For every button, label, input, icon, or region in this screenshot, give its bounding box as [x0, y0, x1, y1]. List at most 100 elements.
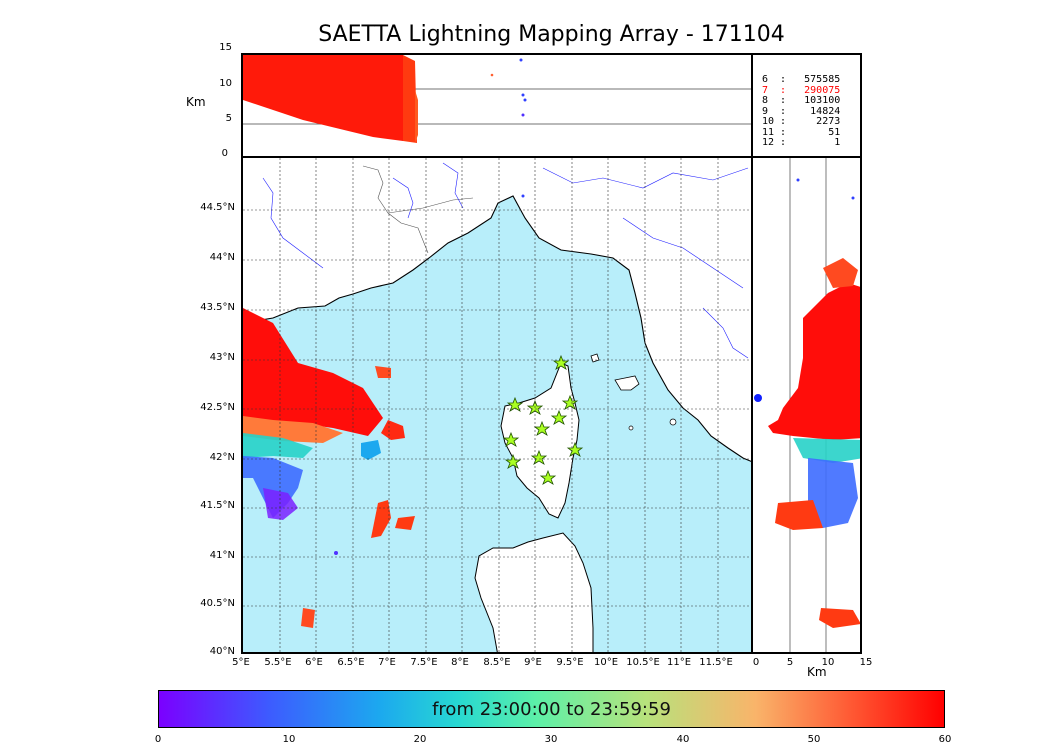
storm-altitude-tail	[415, 90, 418, 143]
station-marker	[539, 469, 557, 485]
top-ytick-5: 5	[225, 113, 232, 124]
right-xtick-5: 5	[786, 657, 794, 668]
top-ytick-15: 15	[219, 42, 232, 53]
station-marker	[502, 431, 520, 447]
river	[622, 217, 744, 289]
lon-tick-11: 11°E	[666, 657, 692, 668]
station-stats: 6 : 575585 7 : 290075 8 : 103100 9 : 148…	[762, 74, 842, 149]
lat-tick-41-5: 41.5°N	[200, 500, 235, 511]
lat-tick-43: 43°N	[209, 352, 235, 363]
station-marker	[552, 354, 570, 370]
lon-tick-6-5: 6.5°E	[337, 657, 365, 668]
cbar-tick-50: 50	[807, 734, 821, 745]
right-xtick-15: 15	[859, 657, 873, 668]
stat-row-10: 10 : 2273	[762, 116, 841, 127]
cbar-tick-60: 60	[938, 734, 952, 745]
station-markers	[502, 354, 584, 485]
lon-tick-10: 10°E	[593, 657, 619, 668]
right-xtick-10: 10	[821, 657, 835, 668]
lightning-point	[521, 194, 525, 198]
lightning-cluster-blue	[361, 440, 381, 460]
map-panel	[241, 156, 753, 654]
lightning-cluster-far-south	[301, 608, 315, 628]
montecristo-island	[628, 425, 634, 431]
lon-tick-8-5: 8.5°E	[483, 657, 511, 668]
cbar-tick-20: 20	[413, 734, 427, 745]
lon-tick-7-5: 7.5°E	[410, 657, 438, 668]
map-grid	[243, 158, 751, 652]
altitude-point	[754, 394, 762, 402]
stat-row-11: 11 : 51	[762, 126, 841, 138]
stat-row-7: 7 : 290075	[762, 84, 841, 96]
storm-altitude-profile	[768, 283, 860, 440]
stat-row-9: 9 : 14824	[762, 105, 841, 117]
right-xtick-0: 0	[752, 657, 760, 668]
cbar-tick-10: 10	[282, 734, 296, 745]
lightning-cluster-west-violet	[263, 488, 298, 520]
lon-tick-11-5: 11.5°E	[699, 657, 733, 668]
stat-row-6: 6 : 575585	[762, 74, 841, 85]
colorbar-time-range: from 23:00:00 to 23:59:59	[432, 699, 671, 720]
altitude-point	[490, 73, 494, 77]
sardinia	[474, 532, 594, 652]
river	[392, 177, 414, 219]
stat-row-12: 12 : 1	[762, 137, 841, 148]
right-panel-xlabel: Km	[807, 665, 827, 679]
latitude-altitude-plot	[754, 158, 860, 652]
station-marker	[550, 409, 568, 425]
altitude-longitude-panel	[241, 53, 753, 158]
lon-tick-8: 8°E	[451, 657, 469, 668]
lightning-cluster-west-cyan	[243, 433, 313, 458]
station-marker	[561, 394, 579, 410]
lat-tick-44: 44°N	[209, 252, 235, 263]
mainland-coastline	[243, 195, 751, 462]
lat-tick-40-5: 40.5°N	[200, 598, 235, 609]
lon-tick-7: 7°E	[378, 657, 396, 668]
lightning-cluster-south	[371, 500, 391, 538]
cbar-tick-40: 40	[676, 734, 690, 745]
lat-tick-43-5: 43.5°N	[200, 302, 235, 313]
top-ytick-0: 0	[221, 148, 228, 159]
elba-island	[614, 375, 640, 391]
station-marker	[504, 453, 522, 469]
cbar-tick-0: 0	[154, 734, 162, 745]
lon-tick-9-5: 9.5°E	[556, 657, 584, 668]
station-stats-panel	[751, 53, 862, 158]
lat-tick-40: 40°N	[209, 646, 235, 657]
lon-tick-5: 5°E	[232, 657, 250, 668]
storm-altitude-profile-low	[775, 500, 823, 530]
country-border	[362, 165, 429, 254]
lat-tick-42-5: 42.5°N	[200, 402, 235, 413]
top-panel-ylabel: Km	[186, 95, 206, 109]
lightning-point	[334, 551, 338, 555]
country-border	[387, 197, 474, 214]
lightning-cluster-ligurian	[375, 366, 391, 378]
river	[702, 307, 749, 359]
storm-altitude-profile-south	[819, 608, 860, 628]
stat-row-8: 8 : 103100	[762, 95, 841, 106]
map-plot	[243, 158, 751, 652]
altitude-point	[796, 178, 800, 182]
station-marker	[566, 441, 584, 457]
lat-tick-41: 41°N	[209, 550, 235, 561]
river	[542, 167, 749, 189]
lat-tick-42: 42°N	[209, 452, 235, 463]
lightning-cluster-west-mass	[243, 308, 383, 436]
capraia-island	[590, 353, 600, 363]
lon-tick-10-5: 10.5°E	[626, 657, 660, 668]
storm-altitude-profile-cyan	[793, 438, 860, 463]
lon-tick-6: 6°E	[305, 657, 323, 668]
altitude-point	[521, 93, 525, 97]
chart-title: SAETTA Lightning Mapping Array - 171104	[318, 22, 785, 47]
altitude-point	[851, 196, 855, 200]
lightning-cluster-south-2	[395, 516, 415, 530]
storm-altitude-mass	[243, 55, 403, 141]
cbar-tick-30: 30	[544, 734, 558, 745]
time-colorbar: from 23:00:00 to 23:59:59	[158, 690, 945, 728]
altitude-point	[521, 113, 525, 117]
giglio-island	[669, 418, 677, 426]
lon-tick-9: 9°E	[524, 657, 542, 668]
top-ytick-10: 10	[219, 78, 232, 89]
altitude-point	[523, 98, 527, 102]
lat-tick-44-5: 44.5°N	[200, 202, 235, 213]
